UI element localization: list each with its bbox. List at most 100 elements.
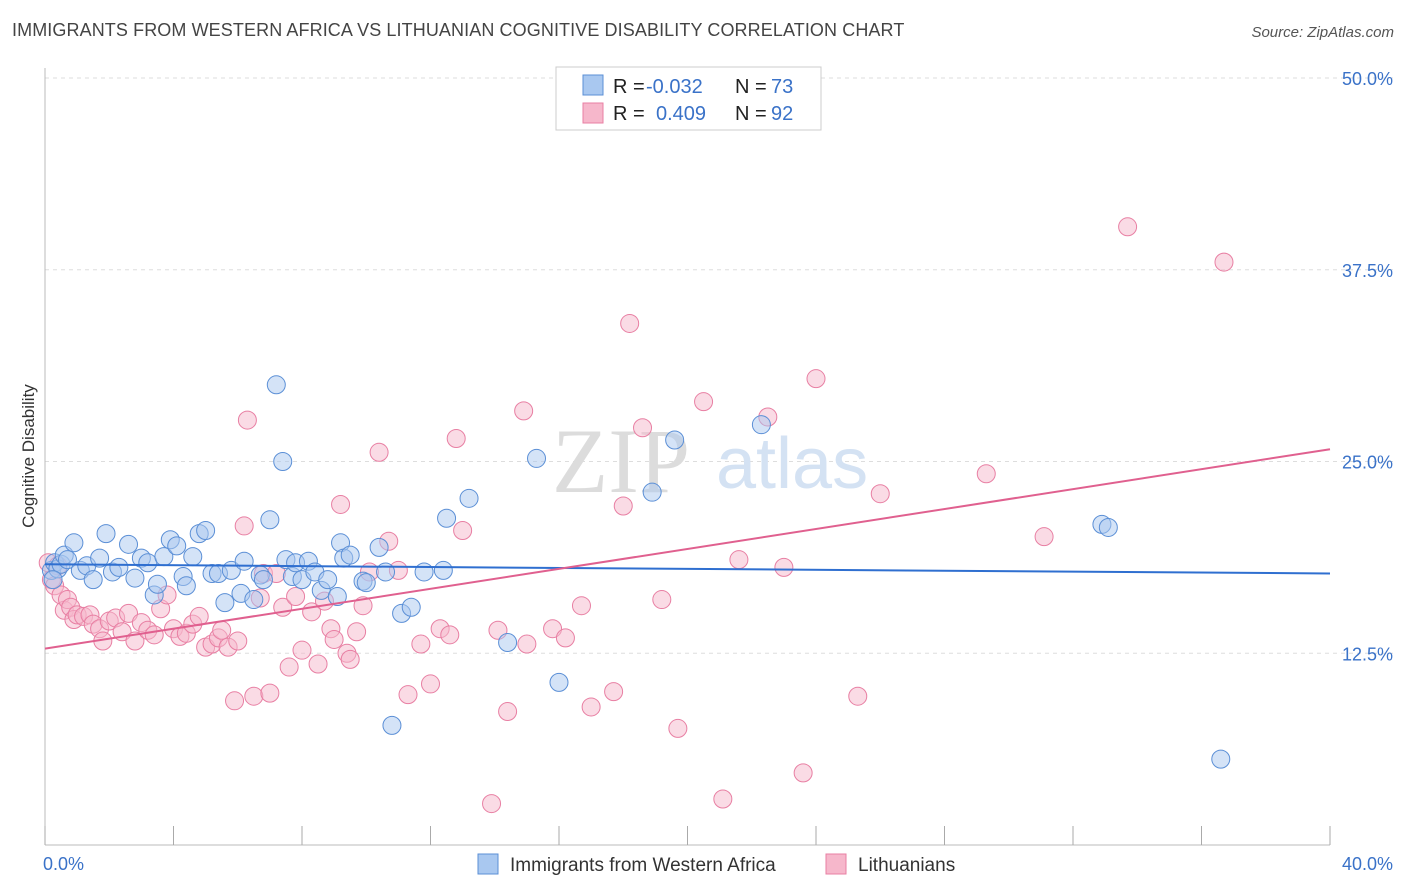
pink-points-point-59 [369,442,389,462]
blue-points-point-27 [196,521,216,541]
blue-points-point-15 [125,568,145,588]
legend-swatch-lithuanians [825,853,847,875]
pink-points-point-57 [353,596,373,616]
pink-points-point-22 [144,625,164,645]
watermark-zip: ZIP [552,410,690,512]
pink-points-point-63 [411,634,431,654]
tick-labels: 12.5% 25.0% 37.5% 50.0% 0.0% 40.0% [43,69,1393,874]
chart-title: IMMIGRANTS FROM WESTERN AFRICA VS LITHUA… [12,20,905,40]
x-tick-label-1: 40.0% [1342,854,1393,874]
blue-points-point-39 [273,452,293,471]
pink-points-point-89 [793,763,813,783]
pink-points-point-38 [237,410,257,430]
blue-points-point-65 [549,672,569,692]
axes [44,68,1331,846]
series-legend: Immigrants from Western Africa Lithuania… [477,853,955,876]
pink-points-point-35 [225,691,245,711]
pink-points-point-96 [1214,252,1234,272]
source-note: Source: ZipAtlas.com [1251,24,1394,41]
pink-r-value: 0.409 [656,103,706,125]
pink-points-point-42 [260,683,280,703]
blue-points-point-30 [215,593,235,613]
pink-points-point-90 [806,369,826,389]
blue-points-point-64 [527,448,547,468]
blue-points-point-6 [64,533,84,553]
trend-line-western-africa [44,563,1331,575]
blue-points-point-24 [176,576,196,596]
legend-label-western-africa: Immigrants from Western Africa [510,855,776,876]
pink-points-point-39 [244,686,264,706]
blue-points-point-58 [401,597,421,617]
y-axis-label: Cognitive Disability [19,384,38,528]
blue-points-point-71 [1211,749,1231,769]
pink-points-point-52 [324,629,344,649]
blue-points-point-14 [119,534,139,554]
y-tick-label-2: 37.5% [1342,261,1393,281]
legend-swatch-western-africa [477,853,499,875]
pink-points-point-95 [1118,217,1138,237]
pink-points-point-55 [340,649,360,669]
pink-r-label: R = [613,103,645,125]
blue-points-point-47 [318,570,338,590]
x-tick-label-0: 0.0% [43,854,84,874]
blue-r-value: -0.032 [646,76,703,98]
pink-points-point-78 [604,682,624,702]
blue-points-point-53 [356,573,376,593]
blue-n-value: 73 [771,76,793,98]
pink-points-point-80 [620,313,640,333]
pink-points-point-75 [555,628,575,648]
stats-legend: R = -0.032 N = 73 R = 0.409 N = 92 [555,66,822,131]
pink-n-label: N = [735,103,767,125]
lithuanians-points [38,217,1234,814]
blue-points-point-37 [260,510,280,530]
pink-points-point-68 [453,521,473,541]
blue-points-point-55 [376,562,396,582]
pink-points-point-91 [848,686,868,706]
pink-points-point-56 [347,622,367,642]
blue-points-point-33 [234,551,254,571]
pink-points-point-74 [543,619,563,639]
pink-points-point-84 [694,392,714,412]
blue-points-point-54 [369,537,389,557]
blue-points-point-60 [433,560,453,580]
blue-points-point-66 [642,482,662,502]
western-africa-points [41,375,1231,769]
blue-points-point-34 [244,590,264,610]
pink-points-point-46 [286,586,306,606]
blue-points-point-72 [43,570,63,590]
pink-points-point-85 [713,789,733,809]
pink-points-point-94 [1034,527,1054,547]
pink-points-point-66 [440,625,460,645]
pink-points-point-64 [421,674,440,694]
blue-points-point-56 [382,715,402,735]
pink-points-point-73 [517,634,537,654]
blue-points-point-62 [459,488,479,508]
pink-points-point-67 [446,428,466,448]
pink-points-point-86 [729,550,749,570]
pink-swatch [582,102,604,124]
blue-r-label: R = [613,76,645,98]
pink-points-point-92 [870,484,890,504]
pink-points-point-18 [119,603,139,623]
blue-points-point-68 [751,415,771,435]
watermark: ZIP atlas [552,410,868,512]
pink-points-point-82 [652,590,672,610]
pink-points-point-47 [292,640,312,660]
pink-points-point-71 [498,702,518,722]
pink-points-point-36 [228,631,248,651]
blue-points-point-61 [437,508,457,528]
blue-points-point-48 [327,586,347,606]
blue-swatch [582,74,604,96]
blue-points-point-70 [1098,517,1118,537]
pink-points-point-79 [613,496,633,516]
pink-points-point-45 [279,657,299,677]
blue-points-point-25 [183,547,203,567]
blue-points-point-9 [83,570,103,590]
watermark-atlas: atlas [716,424,868,504]
blue-n-label: N = [735,76,767,98]
blue-points-point-59 [414,562,434,582]
pink-points-point-77 [581,697,601,717]
blue-points-point-17 [138,553,158,573]
pink-points-point-72 [514,401,534,421]
blue-points-point-38 [266,375,286,395]
